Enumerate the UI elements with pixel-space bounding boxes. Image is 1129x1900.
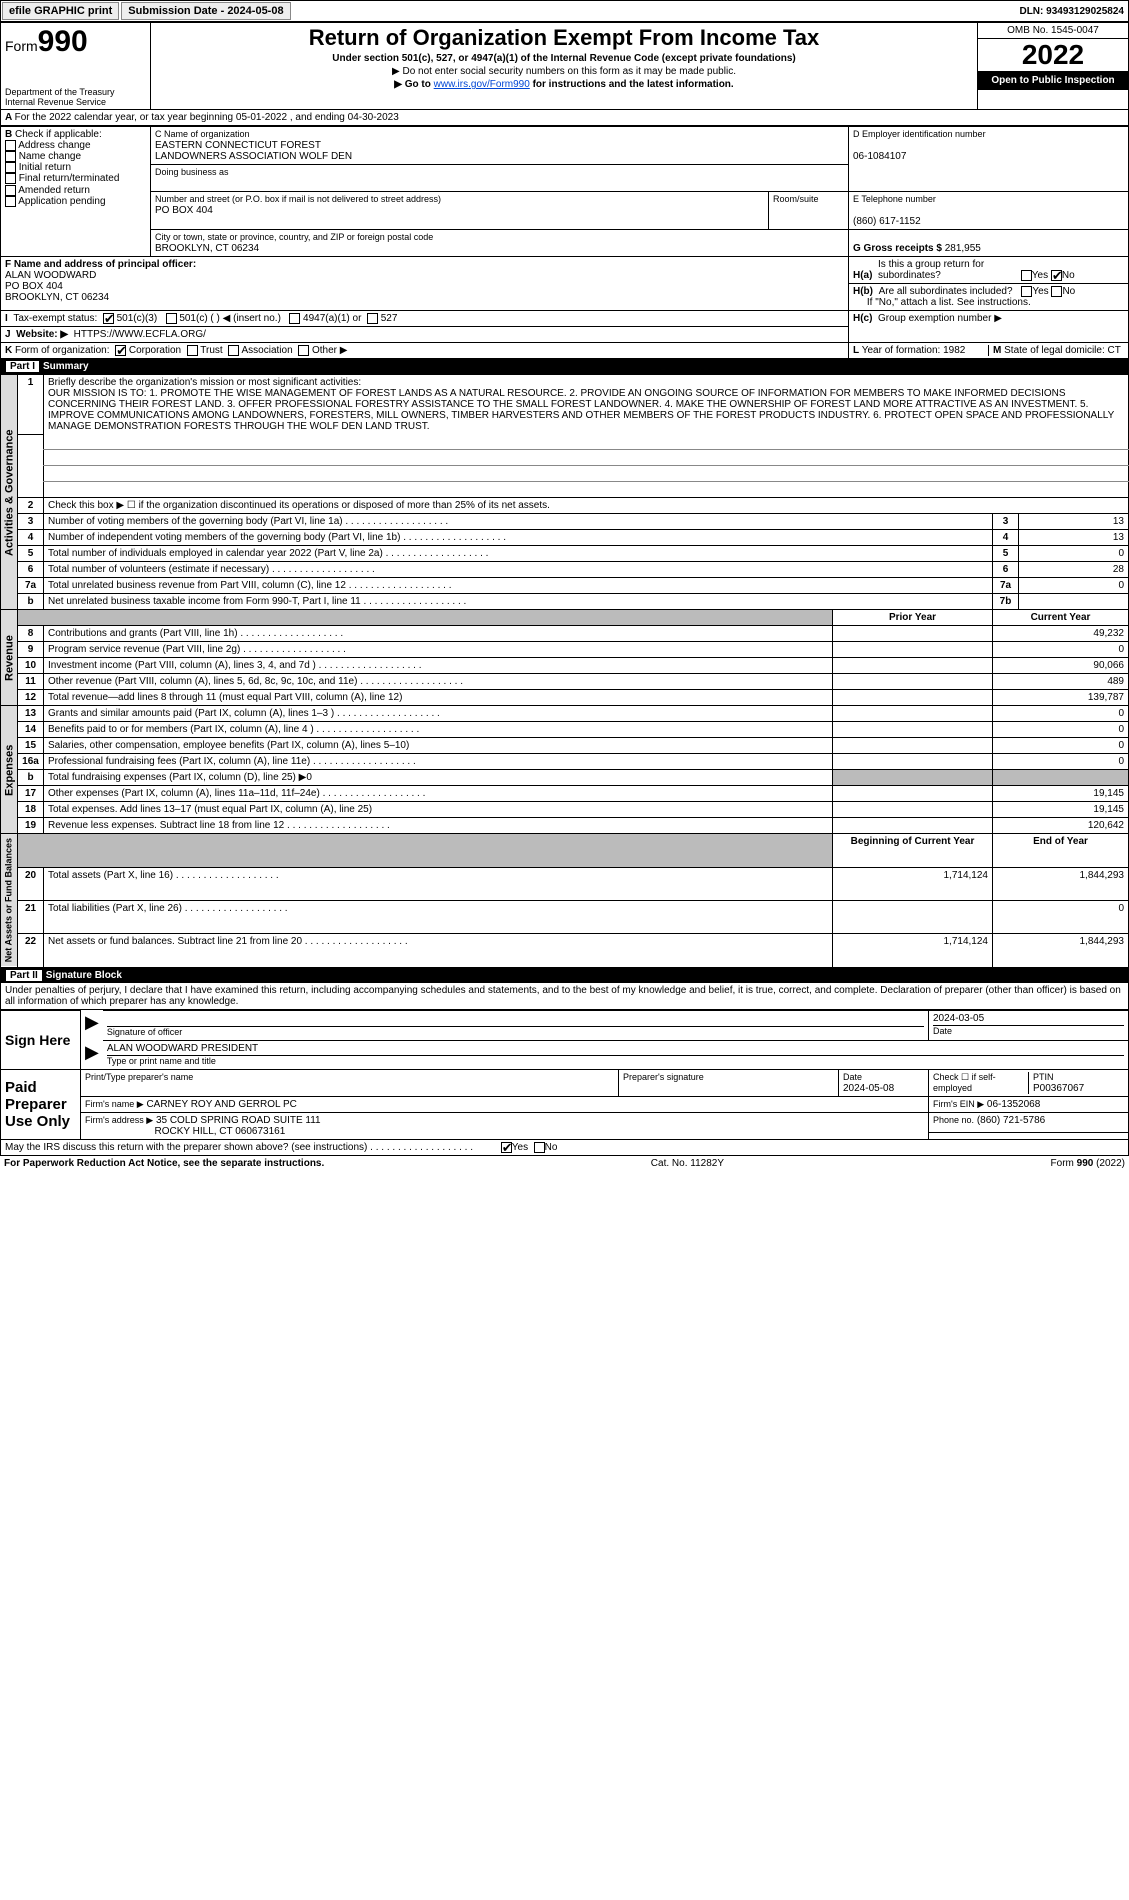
firm-name: CARNEY ROY AND GERROL PC bbox=[146, 1099, 296, 1110]
vlabel-net: Net Assets or Fund Balances bbox=[1, 834, 18, 967]
cb-hb-no[interactable] bbox=[1051, 286, 1062, 297]
gross-receipts: 281,955 bbox=[945, 243, 981, 254]
cb-discuss-yes[interactable] bbox=[501, 1142, 512, 1153]
officer-printed-name: ALAN WOODWARD PRESIDENT bbox=[107, 1043, 258, 1054]
net-22-begin: 1,714,124 bbox=[833, 934, 993, 967]
val-3: 13 bbox=[1019, 514, 1129, 530]
cb-final-return[interactable] bbox=[5, 173, 16, 184]
vlabel-activities: Activities & Governance bbox=[1, 375, 18, 610]
cb-ha-yes[interactable] bbox=[1021, 270, 1032, 281]
form-title: Return of Organization Exempt From Incom… bbox=[155, 25, 973, 51]
jurat: Under penalties of perjury, I declare th… bbox=[0, 983, 1129, 1010]
rev-12: 139,787 bbox=[993, 690, 1129, 706]
rev-11: 489 bbox=[993, 674, 1129, 690]
street-value: PO BOX 404 bbox=[155, 205, 213, 216]
irs-label: Internal Revenue Service bbox=[5, 97, 146, 107]
form-header: Form990 Department of the Treasury Inter… bbox=[0, 22, 1129, 110]
exp-18: 19,145 bbox=[993, 802, 1129, 818]
efile-print-button[interactable]: efile GRAPHIC print bbox=[2, 2, 119, 20]
net-20-end: 1,844,293 bbox=[993, 867, 1129, 900]
rev-8: 49,232 bbox=[993, 626, 1129, 642]
cb-discuss-no[interactable] bbox=[534, 1142, 545, 1153]
tax-year: 2022 bbox=[978, 39, 1128, 71]
dln-label: DLN: 93493129025824 bbox=[1015, 4, 1128, 19]
inspection-label: Open to Public Inspection bbox=[978, 71, 1128, 90]
cb-assoc[interactable] bbox=[228, 345, 239, 356]
exp-17: 19,145 bbox=[993, 786, 1129, 802]
omb-number: OMB No. 1545-0047 bbox=[978, 23, 1128, 39]
cb-address-change[interactable] bbox=[5, 140, 16, 151]
net-22-end: 1,844,293 bbox=[993, 934, 1129, 967]
cb-corp[interactable] bbox=[115, 345, 126, 356]
cb-trust[interactable] bbox=[187, 345, 198, 356]
rev-9: 0 bbox=[993, 642, 1129, 658]
org-name-1: EASTERN CONNECTICUT FOREST bbox=[155, 140, 321, 151]
org-name-2: LANDOWNERS ASSOCIATION WOLF DEN bbox=[155, 151, 352, 162]
firm-ein: 06-1352068 bbox=[987, 1099, 1040, 1110]
b-header: B bbox=[5, 129, 12, 140]
cb-501c[interactable] bbox=[166, 313, 177, 324]
signature-block: Sign Here ▶ Signature of officer 2024-03… bbox=[0, 1010, 1129, 1156]
cb-ha-no[interactable] bbox=[1051, 270, 1062, 281]
officer-name: ALAN WOODWARD bbox=[5, 270, 96, 281]
val-5: 0 bbox=[1019, 546, 1129, 562]
summary-table: Activities & Governance 1 Briefly descri… bbox=[0, 374, 1129, 967]
cb-initial-return[interactable] bbox=[5, 162, 16, 173]
part1-header: Part ISummary bbox=[0, 359, 1129, 374]
part2-header: Part IISignature Block bbox=[0, 968, 1129, 983]
topbar: efile GRAPHIC print Submission Date - 20… bbox=[0, 0, 1129, 22]
cb-4947[interactable] bbox=[289, 313, 300, 324]
val-6: 28 bbox=[1019, 562, 1129, 578]
cb-other[interactable] bbox=[298, 345, 309, 356]
firm-addr2: ROCKY HILL, CT 060673161 bbox=[154, 1126, 285, 1137]
dept-label: Department of the Treasury bbox=[5, 87, 146, 97]
mission-text: OUR MISSION IS TO: 1. PROMOTE THE WISE M… bbox=[48, 388, 1114, 432]
irs-link[interactable]: www.irs.gov/Form990 bbox=[434, 79, 530, 90]
firm-addr1: 35 COLD SPRING ROAD SUITE 111 bbox=[156, 1115, 321, 1126]
ssn-note: ▶ Do not enter social security numbers o… bbox=[155, 66, 973, 77]
domicile: CT bbox=[1108, 345, 1121, 356]
entity-block: B Check if applicable: Address change Na… bbox=[0, 126, 1129, 359]
exp-19: 120,642 bbox=[993, 818, 1129, 834]
vlabel-revenue: Revenue bbox=[1, 610, 18, 706]
rev-10: 90,066 bbox=[993, 658, 1129, 674]
exp-13: 0 bbox=[993, 706, 1129, 722]
line-a: A For the 2022 calendar year, or tax yea… bbox=[0, 110, 1129, 126]
city-value: BROOKLYN, CT 06234 bbox=[155, 243, 259, 254]
goto-note: ▶ Go to www.irs.gov/Form990 for instruct… bbox=[155, 79, 973, 90]
exp-15: 0 bbox=[993, 738, 1129, 754]
cb-527[interactable] bbox=[367, 313, 378, 324]
cb-name-change[interactable] bbox=[5, 151, 16, 162]
submission-date-button[interactable]: Submission Date - 2024-05-08 bbox=[121, 2, 290, 20]
ein-value: 06-1084107 bbox=[853, 151, 906, 162]
val-4: 13 bbox=[1019, 530, 1129, 546]
net-21-end: 0 bbox=[993, 901, 1129, 934]
cb-hb-yes[interactable] bbox=[1021, 286, 1032, 297]
ptin-value: P00367067 bbox=[1033, 1083, 1084, 1094]
cb-501c3[interactable] bbox=[103, 313, 114, 324]
net-20-begin: 1,714,124 bbox=[833, 867, 993, 900]
cb-amended-return[interactable] bbox=[5, 185, 16, 196]
year-formation: 1982 bbox=[943, 345, 965, 356]
firm-phone: (860) 721-5786 bbox=[977, 1115, 1045, 1126]
phone-value: (860) 617-1152 bbox=[853, 216, 921, 227]
cb-application-pending[interactable] bbox=[5, 196, 16, 207]
val-7b bbox=[1019, 594, 1129, 610]
vlabel-expenses: Expenses bbox=[1, 706, 18, 834]
form-number: Form990 bbox=[5, 25, 146, 59]
sig-date: 2024-03-05 bbox=[933, 1013, 984, 1024]
exp-14: 0 bbox=[993, 722, 1129, 738]
page-footer: For Paperwork Reduction Act Notice, see … bbox=[0, 1156, 1129, 1171]
val-7a: 0 bbox=[1019, 578, 1129, 594]
form-subtitle: Under section 501(c), 527, or 4947(a)(1)… bbox=[155, 53, 973, 64]
exp-16a: 0 bbox=[993, 754, 1129, 770]
preparer-date: 2024-05-08 bbox=[843, 1083, 894, 1094]
website-value: HTTPS://WWW.ECFLA.ORG/ bbox=[74, 329, 206, 340]
